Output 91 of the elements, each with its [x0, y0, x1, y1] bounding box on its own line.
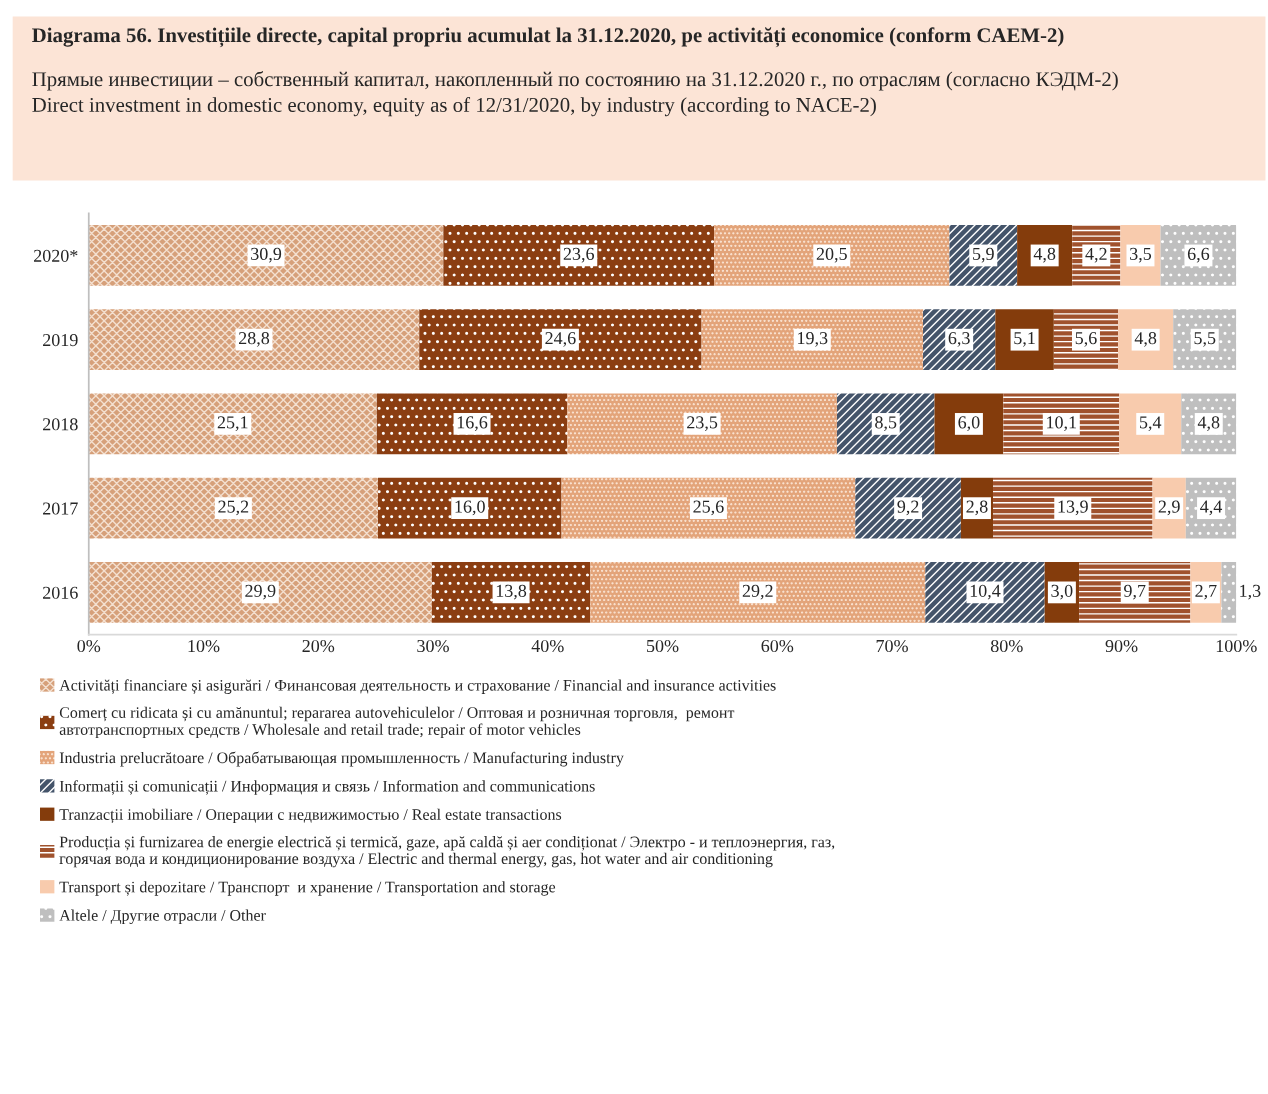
- data-label: 2,7: [1195, 584, 1217, 600]
- data-label: 9,7: [1124, 584, 1146, 600]
- data-label: 3,0: [1051, 584, 1073, 600]
- bar: [376, 393, 568, 455]
- bar: [419, 309, 702, 371]
- bar: [88, 225, 444, 286]
- bar: [993, 477, 1153, 539]
- data-label: 6,0: [958, 416, 980, 432]
- bar: [590, 562, 926, 623]
- data-label: 4,8: [1033, 247, 1056, 263]
- x-tick-label: 100%: [1216, 639, 1257, 653]
- data-label: 8,5: [875, 416, 897, 432]
- y-tick-label: 2020*: [34, 249, 78, 262]
- data-label: 4,4: [1200, 500, 1223, 516]
- bar: [701, 309, 924, 371]
- bar: [855, 477, 961, 539]
- bar: [567, 393, 837, 455]
- legend-label: Comerț cu ridicata și cu amănuntul; repararea autovehiculelor / Оптовая и розничная торговля, ремонт автотранспортных средств / Wholesale and retail trade; repair of motor vehicles: [59, 706, 735, 739]
- data-label: 25,2: [218, 500, 249, 516]
- data-label: 2,8: [966, 500, 988, 516]
- bar: [431, 562, 591, 623]
- data-label: 5,9: [973, 247, 994, 263]
- y-tick-label: 2018: [43, 418, 78, 431]
- data-label: 5,4: [1140, 416, 1162, 432]
- x-tick-label: 90%: [1105, 639, 1138, 653]
- bar: [949, 225, 1018, 286]
- bar: [925, 562, 1045, 623]
- x-tick-label: 80%: [990, 639, 1023, 653]
- data-label: 23,6: [563, 247, 595, 263]
- x-tick-label: 50%: [647, 639, 679, 653]
- x-tick-label: 40%: [531, 639, 564, 653]
- data-label: 28,8: [239, 332, 270, 347]
- data-label: 19,3: [798, 332, 828, 347]
- bar: [1160, 225, 1237, 286]
- bar: [714, 225, 950, 286]
- bar: [88, 562, 432, 623]
- x-tick-label: 10%: [188, 639, 220, 653]
- bar: [88, 309, 420, 371]
- data-label: 10,4: [970, 584, 1001, 600]
- data-label: 23,5: [687, 416, 718, 432]
- data-label: 16,0: [455, 500, 485, 516]
- data-label: 16,6: [457, 416, 488, 432]
- data-label: 29,9: [245, 584, 276, 600]
- data-label: 6,6: [1187, 247, 1210, 263]
- bar: [1003, 393, 1120, 455]
- data-label: 30,9: [251, 247, 282, 263]
- x-tick-label: 20%: [302, 639, 335, 653]
- y-tick-label: 2016: [43, 586, 78, 599]
- bar: [1221, 562, 1237, 623]
- legend-label: Transport și depozitare / Транспорт и хранение / Transportation and storage: [59, 881, 556, 896]
- data-label: 13,8: [496, 584, 527, 600]
- legend-label: Altele / Другие отрасли / Other: [59, 909, 266, 925]
- data-label: 5,5: [1194, 332, 1216, 347]
- data-label: 13,9: [1058, 500, 1088, 516]
- bar: [561, 477, 856, 539]
- data-label: 4,8: [1197, 416, 1220, 432]
- y-tick-label: 2017: [43, 502, 78, 515]
- data-label: 25,6: [693, 500, 724, 516]
- x-tick-label: 70%: [876, 639, 908, 653]
- legend-label: Tranzacții imobiliare / Операции с недвижимостью / Real estate transactions: [59, 808, 562, 824]
- x-tick-label: 60%: [761, 639, 794, 653]
- data-label: 2,9: [1158, 500, 1180, 516]
- data-label: 25,1: [217, 416, 248, 432]
- data-label: 20,5: [816, 247, 847, 263]
- data-label: 10,1: [1047, 416, 1077, 432]
- bar: [443, 225, 715, 286]
- data-label: 4,2: [1085, 247, 1107, 263]
- data-label: 24,6: [545, 332, 576, 347]
- bar: [88, 477, 378, 539]
- data-label: 29,2: [742, 584, 773, 600]
- legend-label: Informații și comunicații / Информация и связь / Information and communications: [59, 780, 595, 795]
- chart-subtitle: Прямые инвестиции – собственный капитал, накопленный по состоянию на 31.12.2020 г., по отраслям (согласно КЭДМ-2) Direct investment in domestic economy, equity as of 12/31/2020, by industry (according to NACE-2): [32, 71, 1118, 117]
- data-label: 9,2: [897, 500, 919, 516]
- legend-label: Activități financiare și asigurări / Финансовая деятельность и страхование / Financial and insurance activities: [59, 679, 776, 694]
- data-label: 5,1: [1014, 332, 1035, 347]
- legend-label: Producția și furnizarea de energie electrică și termică, gaze, apă caldă și aer condiționat / Электро - и теплоэнергия, газ, горячая вода и кондиционирование воздуха / Electric and thermal energy, gas, hot water and air conditioning: [59, 835, 835, 868]
- bar: [836, 393, 935, 455]
- y-tick-label: 2019: [43, 333, 78, 347]
- x-tick-label: 0%: [77, 639, 101, 653]
- bar: [88, 393, 377, 455]
- data-label: 5,6: [1075, 332, 1097, 347]
- data-label: 1,3: [1240, 584, 1261, 600]
- bar: [1079, 562, 1191, 623]
- data-label: 3,5: [1130, 247, 1152, 263]
- bar: [377, 477, 562, 539]
- x-tick-label: 30%: [417, 639, 449, 653]
- data-label: 6,3: [948, 332, 970, 347]
- bar: [923, 309, 996, 371]
- legend-label: Industria prelucrătoare / Обрабатывающая промышленность / Manufacturing industry: [59, 751, 624, 767]
- chart-title: Diagrama 56. Investițiile directe, capital propriu acumulat la 31.12.2020, pe activități economice (conform CAEM-2): [32, 27, 1064, 48]
- data-label: 4,8: [1134, 332, 1157, 347]
